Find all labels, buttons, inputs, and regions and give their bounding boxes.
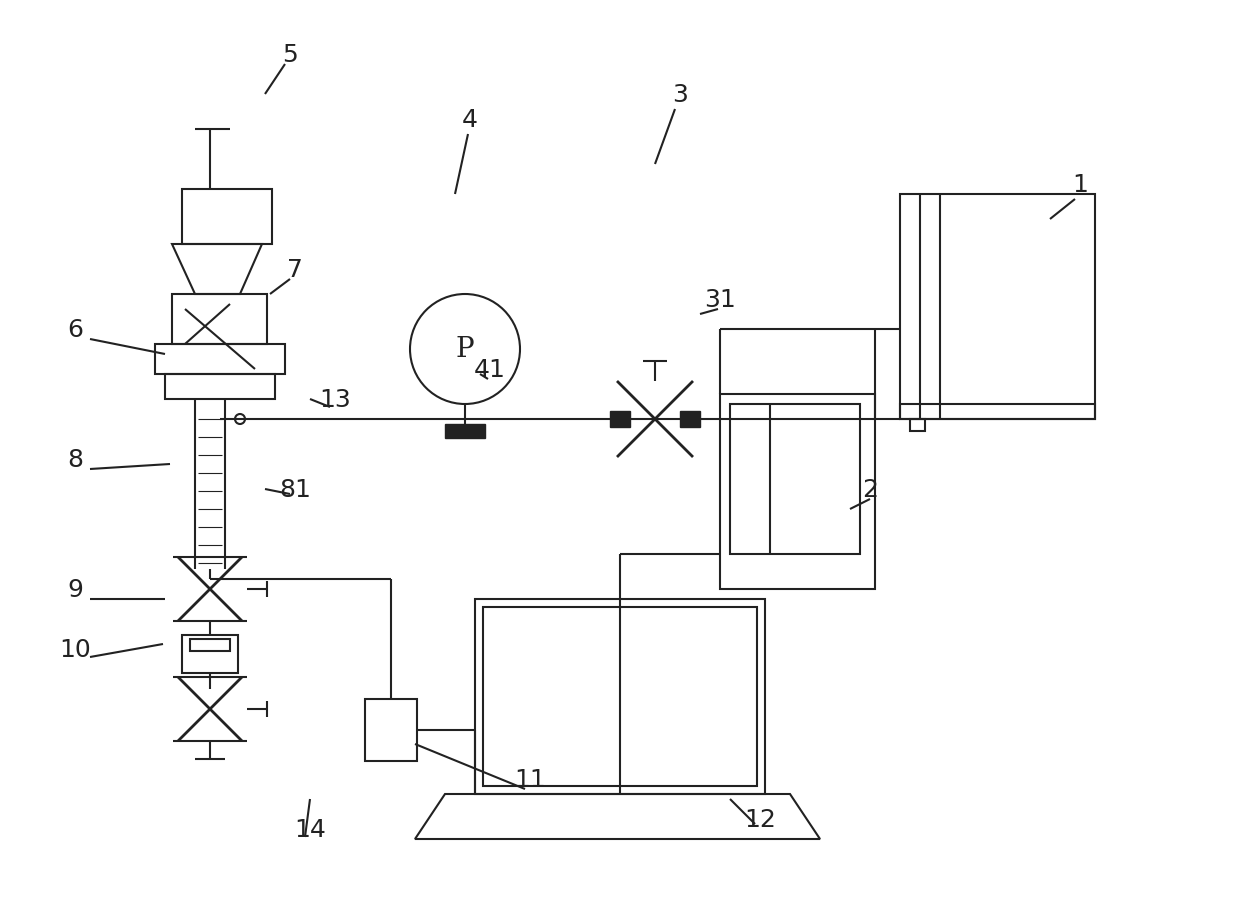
Bar [680, 412, 701, 427]
Text: 14: 14 [294, 817, 326, 841]
Bar [900, 195, 1095, 420]
Bar [484, 608, 756, 787]
Text: 13: 13 [319, 387, 351, 412]
Bar [365, 699, 417, 761]
Bar [445, 424, 485, 439]
Text: 1: 1 [1073, 172, 1087, 197]
Text: 4: 4 [463, 107, 477, 132]
Text: 9: 9 [67, 577, 83, 601]
Text: 2: 2 [862, 478, 878, 501]
Text: 81: 81 [279, 478, 311, 501]
Bar [610, 412, 630, 427]
Text: P: P [455, 336, 475, 363]
Text: 31: 31 [704, 288, 735, 312]
Bar [910, 420, 925, 432]
Text: 12: 12 [744, 807, 776, 831]
Bar [900, 405, 1095, 420]
Bar [155, 345, 285, 375]
Bar [165, 375, 275, 399]
Bar [182, 636, 238, 674]
Bar [172, 294, 267, 345]
Bar [182, 190, 272, 245]
Bar [475, 600, 765, 794]
Text: 5: 5 [283, 43, 298, 67]
Text: 8: 8 [67, 448, 83, 471]
Text: 7: 7 [288, 257, 303, 282]
Text: 41: 41 [474, 358, 506, 382]
Bar [720, 395, 875, 590]
Bar [190, 639, 229, 651]
Bar [730, 405, 861, 554]
Text: 11: 11 [515, 768, 546, 791]
Text: 3: 3 [672, 83, 688, 107]
Text: 6: 6 [67, 318, 83, 341]
Text: 10: 10 [60, 638, 91, 661]
